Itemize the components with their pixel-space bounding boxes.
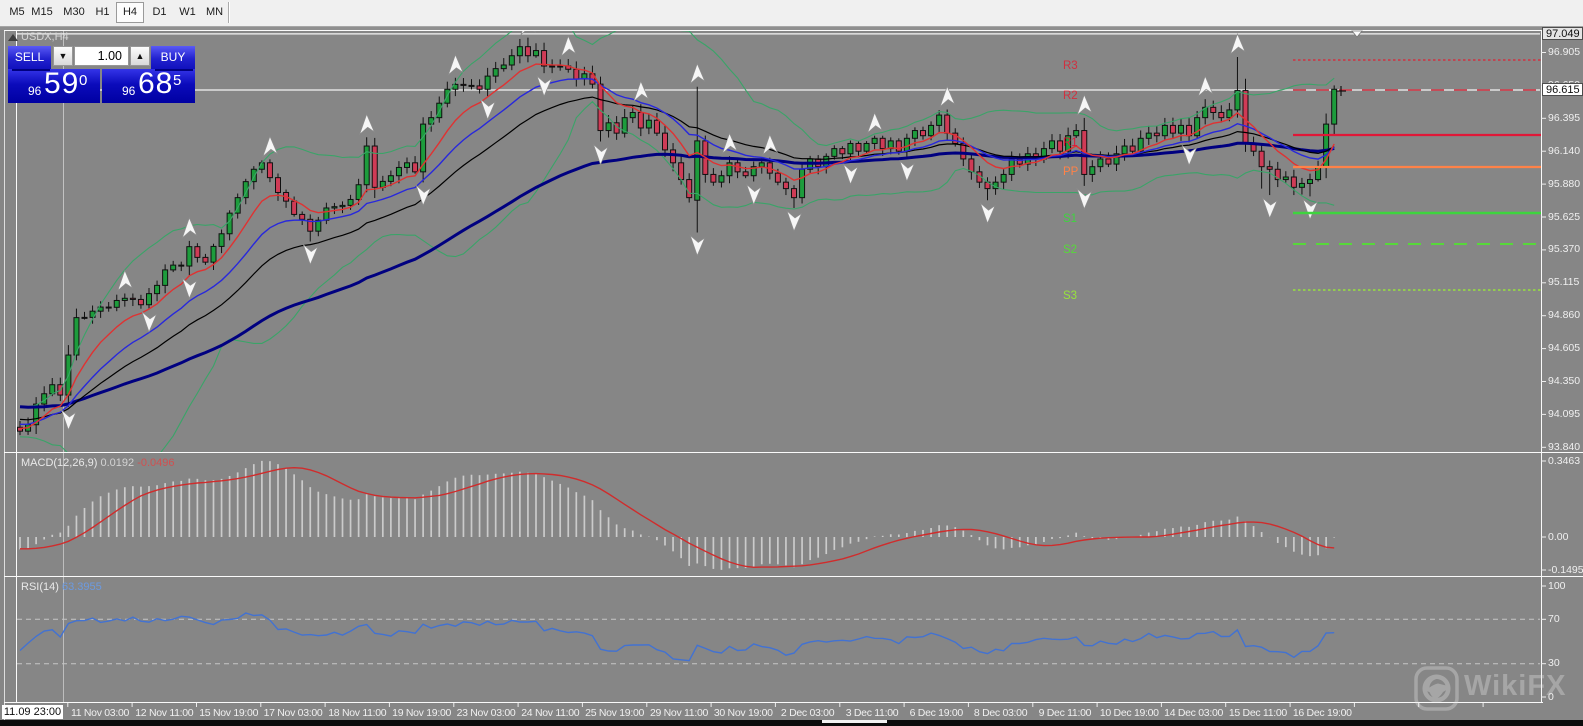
mdi-strip <box>0 27 1583 30</box>
time-tick-label: 11 Nov 03:00 <box>70 707 130 719</box>
time-tick-label: 23 Nov 03:00 <box>456 707 516 719</box>
macd-panel-layer <box>19 453 1336 576</box>
rsi-title: RSI(14) <box>21 581 59 593</box>
rsi-value: 63.3955 <box>61 581 102 593</box>
price-tick-label: 96.905 <box>1548 46 1581 58</box>
price-tick-label: 94.605 <box>1548 342 1581 355</box>
pivot-label-r1: R1 <box>1063 137 1078 149</box>
price-tick-label: 95.370 <box>1548 243 1581 256</box>
sell-underline <box>12 69 50 71</box>
timeframe-button-w1[interactable]: W1 <box>179 6 196 18</box>
window-bottom-border <box>0 720 1583 726</box>
time-tick-label: 17 Nov 03:00 <box>263 707 323 719</box>
price-tick-label: 94.350 <box>1548 375 1581 387</box>
price-tick-label: 94.095 <box>1548 407 1581 420</box>
bid-price-display[interactable]: 96 59 0 <box>8 67 100 103</box>
main-chart-layer <box>17 31 1540 452</box>
pivot-label-s2: S2 <box>1063 244 1078 256</box>
wikifx-logo-icon <box>1414 666 1459 711</box>
macd-signal-value: -0.0496 <box>137 457 175 469</box>
price-tick-label: 93.840 <box>1548 440 1581 453</box>
scrollbar-gap[interactable] <box>822 720 887 723</box>
rsi-tick-label: 0 <box>1548 690 1554 703</box>
macd-tick-label: 0.3463 <box>1548 454 1581 467</box>
volume-input[interactable] <box>74 46 129 66</box>
wikifx-logo-text: WikiFX <box>1464 670 1567 702</box>
ask-price-display[interactable]: 96 68 5 <box>102 67 195 103</box>
time-tick-label: 25 Nov 19:00 <box>585 707 645 719</box>
sell-button[interactable]: SELL <box>8 46 51 69</box>
timeframe-button-d1[interactable]: D1 <box>152 6 167 18</box>
time-tick-label: 2 Dec 03:00 <box>780 707 835 719</box>
rsi-tick-label: 100 <box>1548 579 1566 592</box>
collapse-panel-icon[interactable] <box>8 34 18 41</box>
timeframe-button-m5[interactable]: M5 <box>9 6 25 18</box>
timeframe-button-h4[interactable]: H4 <box>116 2 144 23</box>
one-click-trading-panel: SELL ▼ ▲ BUY 96 59 0 96 68 5 <box>8 46 195 103</box>
rsi-panel-layer <box>17 577 1540 702</box>
timeframe-button-m30[interactable]: M30 <box>63 6 85 18</box>
time-tick-label: 6 Dec 19:00 <box>909 707 964 719</box>
time-tick-label: 19 Nov 19:00 <box>392 707 452 719</box>
volume-increase-icon[interactable]: ▲ <box>130 46 150 66</box>
price-tick-label: 94.860 <box>1548 309 1581 322</box>
rsi-label: RSI(14) 63.3955 <box>21 581 102 593</box>
macd-title: MACD(12,26,9) <box>21 457 98 469</box>
price-marker-box: 96.615 <box>1542 83 1583 96</box>
time-tick-label: 10 Dec 19:00 <box>1099 707 1159 719</box>
rsi-tick-label: 70 <box>1548 612 1560 625</box>
time-tick-label: 16 Dec 19:00 <box>1292 707 1352 719</box>
time-tick-label: 15 Nov 19:00 <box>199 707 259 719</box>
macd-label: MACD(12,26,9) 0.0192 -0.0496 <box>21 457 175 469</box>
rsi-tick-label: 30 <box>1548 657 1560 670</box>
buy-underline <box>155 69 193 71</box>
timeframe-button-mn[interactable]: MN <box>206 6 224 18</box>
timeframe-toolbar: M5 M15 M30 H1 H4 D1 W1 MN <box>0 0 1583 27</box>
time-tick-label: 12 Nov 11:00 <box>135 707 194 719</box>
timeframe-button-h1[interactable]: H1 <box>95 6 110 18</box>
bid-prefix: 96 <box>28 84 42 98</box>
price-tick-label: 95.625 <box>1548 210 1581 223</box>
chart-area: USDX,H4 <box>0 30 1583 726</box>
macd-tick-label: -0.1495 <box>1548 563 1583 576</box>
pivot-label-r3: R3 <box>1063 60 1078 72</box>
time-tick-label: 15 Dec 11:00 <box>1228 707 1287 719</box>
time-tick-label: 29 Nov 11:00 <box>649 707 709 719</box>
time-tick-label: 8 Dec 03:00 <box>973 707 1028 719</box>
wikifx-watermark: WikiFX <box>1414 666 1583 716</box>
time-tick-label: 9 Dec 11:00 <box>1038 707 1092 719</box>
time-tick-label: 14 Dec 03:00 <box>1164 707 1224 719</box>
time-tick-label: 30 Nov 19:00 <box>713 707 773 719</box>
price-tick-label: 96.395 <box>1548 111 1581 124</box>
ask-pip-digit: 5 <box>173 72 182 89</box>
macd-tick-label: 0.00 <box>1548 530 1569 543</box>
price-tick-label: 95.115 <box>1548 276 1580 289</box>
macd-value: 0.0192 <box>100 457 135 469</box>
volume-decrease-icon[interactable]: ▼ <box>53 46 73 66</box>
timeframe-button-m15[interactable]: M15 <box>31 6 53 18</box>
bid-main-digits: 59 <box>44 67 80 100</box>
buy-button[interactable]: BUY <box>151 46 195 69</box>
time-tick-label: 18 Nov 11:00 <box>328 707 387 719</box>
toolbar-separator <box>228 2 229 23</box>
vline-time-box: 11.09 23:00 <box>2 705 63 719</box>
pivot-label-r2: R2 <box>1063 90 1078 102</box>
price-tick-label: 95.880 <box>1548 177 1581 190</box>
ask-main-digits: 68 <box>138 67 174 100</box>
price-tick-label: 96.140 <box>1548 144 1581 157</box>
price-marker-box: 97.049 <box>1542 26 1583 40</box>
time-tick-label: 3 Dec 11:00 <box>845 707 899 719</box>
pivot-label-pp: PP <box>1063 166 1079 178</box>
bid-pip-digit: 0 <box>79 72 88 89</box>
ask-prefix: 96 <box>122 84 136 98</box>
pivot-label-s3: S3 <box>1063 290 1078 302</box>
pivot-label-s1: S1 <box>1063 213 1078 225</box>
time-tick-label: 24 Nov 11:00 <box>521 707 580 719</box>
symbol-title: USDX,H4 <box>21 31 69 43</box>
